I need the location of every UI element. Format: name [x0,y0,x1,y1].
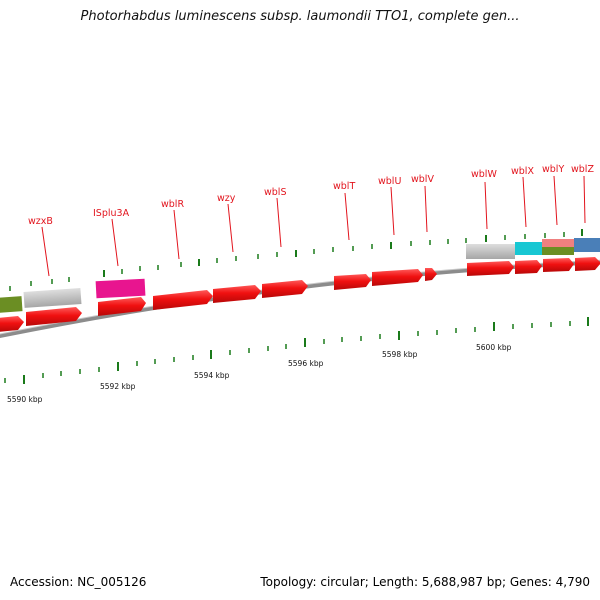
gene-label[interactable]: wblR [161,199,184,210]
gene-label[interactable]: wblZ [571,164,594,175]
cds-arrow[interactable] [262,280,308,298]
accession-text: Accession: NC_005126 [10,575,147,589]
feature-olive-2[interactable] [542,247,574,255]
gene-label[interactable]: wblY [542,164,564,175]
gene-label[interactable]: wblV [411,174,434,185]
gene-label[interactable]: wblX [511,166,534,177]
genome-summary-text: Topology: circular; Length: 5,688,987 bp… [260,575,590,589]
feature-cyan[interactable] [515,242,542,255]
genome-backbone [0,260,600,339]
cds-arrow[interactable] [467,261,514,276]
kbp-label: 5594 kbp [194,371,230,380]
kbp-label: 5590 kbp [7,395,43,404]
feature-isplu3a[interactable] [95,278,146,299]
cds-arrow[interactable] [213,285,261,303]
gene-label[interactable]: wzxB [28,216,53,227]
feature-grey-2[interactable] [466,244,515,259]
cds-arrow[interactable] [575,257,600,271]
cds-arrow[interactable] [0,316,24,332]
outer-ticks [9,229,583,291]
cds-arrow[interactable] [543,258,574,272]
feature-pink[interactable] [542,239,574,247]
cds-arrow[interactable] [98,297,146,316]
gene-label[interactable]: wblW [471,169,497,180]
gene-label[interactable]: ISplu3A [93,208,130,219]
gene-label[interactable]: wblS [264,187,286,198]
feature-grey[interactable] [23,287,82,308]
cds-arrow[interactable] [425,268,437,281]
gene-label[interactable]: wblT [333,181,355,192]
gene-label-leaders [41,175,586,277]
kbp-label: 5596 kbp [288,359,324,368]
gene-label[interactable]: wblU [378,176,401,187]
feature-olive[interactable] [0,296,23,313]
cds-arrow[interactable] [26,307,82,326]
kbp-label: 5598 kbp [382,350,418,359]
cds-arrow[interactable] [334,274,371,290]
cds-arrow[interactable] [515,260,542,274]
map-title: Photorhabdus luminescens subsp. laumondi… [80,9,520,24]
inner-ticks [4,317,589,384]
feature-steelblue[interactable] [574,238,600,252]
gene-label[interactable]: wzy [217,193,236,204]
cds-arrow[interactable] [372,269,423,286]
cds-arrow[interactable] [153,290,213,310]
kbp-label: 5592 kbp [100,382,136,391]
kbp-label: 5600 kbp [476,343,512,352]
